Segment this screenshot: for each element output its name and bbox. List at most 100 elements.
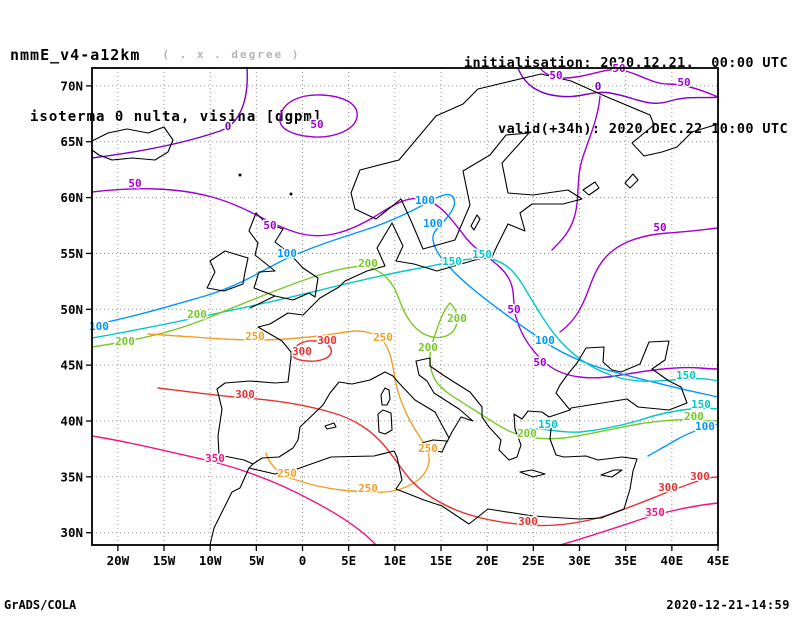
plot-subtitle: isoterma 0 nulta, visina [dgpm] (30, 109, 323, 125)
contour-350 (559, 502, 719, 546)
contour-300 (157, 387, 719, 527)
contour-label: 100 (415, 194, 435, 207)
coastline-ireland (206, 250, 249, 292)
header-left: nmmE_v4-a12km ( . x . degree ) isoterma 0… (10, 8, 322, 144)
header-right: initialisation: 2020.12.21. 00:00 UTC va… (464, 8, 788, 162)
init-time-line: initialisation: 2020.12.21. 00:00 UTC (463, 55, 788, 71)
contour-50 (559, 227, 719, 333)
x-tick-label: 45E (707, 553, 730, 568)
contour-label: 250 (373, 331, 393, 344)
model-title-line: nmmE_v4-a12km ( . x . degree ) (10, 46, 322, 64)
contour-label: 350 (645, 506, 665, 519)
contour-label: 50 (263, 219, 276, 232)
x-tick-label: 10E (384, 553, 407, 568)
contour-label: 200 (684, 410, 704, 423)
coastlines (91, 73, 719, 546)
valid-time-line: valid(+34h): 2020.DEC.22 10:00 UTC (498, 121, 788, 137)
contour-label: 250 (418, 442, 438, 455)
contour-label: 200 (187, 308, 207, 321)
shetland-dot (289, 192, 293, 196)
contour-label: 100 (535, 334, 555, 347)
contour-label: 50 (507, 303, 520, 316)
y-tick-label: 40N (60, 414, 83, 429)
contour-lines (91, 67, 719, 546)
y-tick-label: 35N (60, 469, 83, 484)
contour-50 (551, 95, 601, 251)
contour-0 (517, 67, 719, 104)
contour-label: 300 (235, 388, 255, 401)
contour-label: 350 (205, 452, 225, 465)
y-tick-label: 70N (60, 78, 83, 93)
contour-label: 200 (115, 335, 135, 348)
x-tick-label: 25E (522, 553, 545, 568)
y-tick-label: 65N (60, 134, 83, 149)
y-tick-label: 45N (60, 358, 83, 373)
contour-label: 300 (658, 481, 678, 494)
contour-50 (91, 188, 719, 379)
contour-100 (91, 193, 719, 398)
x-tick-label: 20E (476, 553, 499, 568)
x-tick-label: 30E (568, 553, 591, 568)
coastline-islands (324, 173, 639, 478)
contour-label: 300 (292, 345, 312, 358)
coastline-mainland (209, 73, 719, 546)
x-tick-label: 5E (341, 553, 356, 568)
contour-label: 300 (317, 334, 337, 347)
contour-350 (91, 435, 377, 546)
contour-label: 200 (358, 257, 378, 270)
contour-150 (517, 407, 719, 433)
contour-label: 0 (595, 80, 602, 93)
contour-label: 200 (418, 341, 438, 354)
contour-300 (291, 340, 333, 362)
contour-label: 250 (277, 467, 297, 480)
contour-200 (91, 265, 719, 440)
contour-label: 100 (277, 247, 297, 260)
contour-label: 50 (653, 221, 666, 234)
x-tick-label: 40E (661, 553, 684, 568)
contour-label: 150 (472, 248, 492, 261)
contour-label: 50 (533, 356, 546, 369)
contour-label: 250 (358, 482, 378, 495)
y-tick-label: 55N (60, 246, 83, 261)
contour-0 (91, 67, 248, 159)
contour-label: 100 (695, 420, 715, 433)
y-tick-label: 50N (60, 302, 83, 317)
contour-label: 200 (517, 427, 537, 440)
contour-label: 50 (310, 118, 323, 131)
contour-labels: 0050505050505050505010010010010010010015… (88, 61, 717, 530)
x-tick-label: 10W (199, 553, 222, 568)
contour-label: 300 (518, 515, 538, 528)
creation-timestamp: 2020-12-21-14:59 (666, 598, 790, 612)
contour-50 (539, 67, 719, 98)
x-tick-label: 15E (430, 553, 453, 568)
contour-label: 0 (225, 120, 232, 133)
y-tick-label: 30N (60, 525, 83, 540)
contour-label: 200 (447, 312, 467, 325)
contour-label: 150 (538, 418, 558, 431)
faroe-islands-dot (238, 173, 242, 177)
y-tick-label: 60N (60, 190, 83, 205)
x-tick-label: 15W (153, 553, 176, 568)
contour-label: 50 (549, 69, 562, 82)
grads-credit: GrADS/COLA (4, 598, 77, 612)
coastline-britain (248, 212, 319, 309)
grid-and-axes: 20W 15W 10W 5W 0 5E 10E 15E 20E 25E 30E 35E 40E 45E 70… (60, 68, 729, 568)
plot-frame (91, 67, 719, 546)
contour-label: 150 (676, 369, 696, 382)
contour-50 (279, 94, 358, 138)
x-tick-label: 5W (249, 553, 265, 568)
degree-note: ( . x . degree ) (162, 48, 301, 61)
contour-label: 300 (690, 470, 710, 483)
coastline-mediterranean (248, 340, 688, 525)
contour-150 (91, 257, 719, 382)
contour-250 (147, 330, 430, 493)
contour-label: 100 (423, 217, 443, 230)
contour-label: 250 (245, 330, 265, 343)
contour-100 (647, 423, 719, 457)
contour-label: 50 (677, 76, 690, 89)
x-tick-label: 0 (299, 553, 307, 568)
coastline-iceland (91, 126, 174, 161)
model-name: nmmE_v4-a12km (10, 46, 141, 64)
contour-label: 100 (89, 320, 109, 333)
